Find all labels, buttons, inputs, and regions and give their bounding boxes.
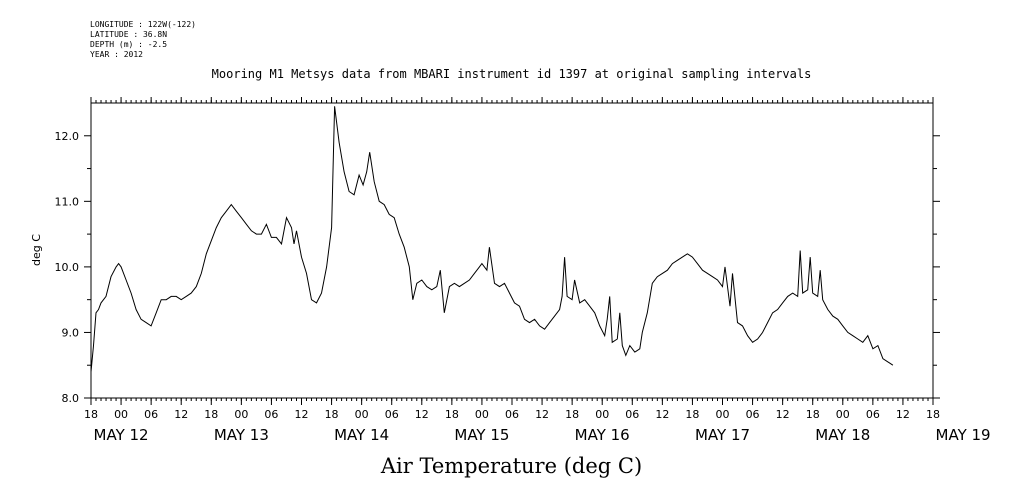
x-tick-label: 12 bbox=[295, 408, 309, 421]
x-tick-label: 06 bbox=[746, 408, 760, 421]
x-tick-label: 18 bbox=[685, 408, 699, 421]
date-label: MAY 19 bbox=[936, 426, 991, 444]
x-tick-label: 00 bbox=[595, 408, 609, 421]
x-tick-label: 18 bbox=[806, 408, 820, 421]
x-tick-label: 06 bbox=[625, 408, 639, 421]
x-tick-label: 00 bbox=[836, 408, 850, 421]
y-tick-label: 8.0 bbox=[62, 392, 80, 405]
longitude-label: LONGITUDE : 122W(-122) bbox=[90, 20, 196, 29]
y-tick-label: 12.0 bbox=[55, 130, 80, 143]
x-tick-label: 06 bbox=[866, 408, 880, 421]
date-label: MAY 17 bbox=[695, 426, 750, 444]
chart-title: Mooring M1 Metsys data from MBARI instru… bbox=[211, 67, 812, 81]
plot-frame bbox=[90, 102, 934, 399]
x-tick-label: 18 bbox=[445, 408, 459, 421]
y-axis: 8.0 9.0 10.0 11.0 12.0 bbox=[55, 130, 940, 405]
latitude-label: LATITUDE : 36.8N bbox=[90, 30, 168, 39]
date-label: MAY 16 bbox=[575, 426, 630, 444]
x-tick-label: 06 bbox=[144, 408, 158, 421]
x-tick-label: 12 bbox=[535, 408, 549, 421]
year-label: YEAR : 2012 bbox=[90, 50, 143, 59]
date-label: MAY 12 bbox=[94, 426, 149, 444]
date-label: MAY 14 bbox=[334, 426, 389, 444]
x-tick-label: 12 bbox=[415, 408, 429, 421]
depth-label: DEPTH (m) : -2.5 bbox=[90, 40, 168, 49]
y-tick-label: 11.0 bbox=[55, 195, 80, 208]
date-label: MAY 13 bbox=[214, 426, 269, 444]
series-line bbox=[90, 106, 894, 372]
location-metadata: LONGITUDE : 122W(-122) LATITUDE : 36.8N … bbox=[90, 20, 196, 60]
x-tick-label: 06 bbox=[385, 408, 399, 421]
x-tick-label: 00 bbox=[234, 408, 248, 421]
x-tick-label: 18 bbox=[84, 408, 98, 421]
x-tick-label: 06 bbox=[264, 408, 278, 421]
x-tick-label: 12 bbox=[174, 408, 188, 421]
date-label: MAY 18 bbox=[815, 426, 870, 444]
x-tick-label: 18 bbox=[565, 408, 579, 421]
x-tick-label: 18 bbox=[926, 408, 940, 421]
x-axis-label: Air Temperature (deg C) bbox=[380, 454, 643, 478]
x-tick-label: 00 bbox=[475, 408, 489, 421]
y-tick-label: 9.0 bbox=[62, 326, 80, 339]
x-tick-label: 00 bbox=[716, 408, 730, 421]
x-tick-label: 18 bbox=[204, 408, 218, 421]
x-tick-label: 00 bbox=[114, 408, 128, 421]
date-label: MAY 15 bbox=[454, 426, 509, 444]
x-tick-label: 00 bbox=[355, 408, 369, 421]
x-tick-label: 06 bbox=[505, 408, 519, 421]
x-tick-label: 12 bbox=[776, 408, 790, 421]
minor-ticks bbox=[90, 100, 934, 401]
x-tick-label: 18 bbox=[325, 408, 339, 421]
y-tick-label: 10.0 bbox=[55, 261, 80, 274]
y-axis-label: deg C bbox=[30, 234, 43, 266]
x-axis: 18 00 06 12 18 00 06 12 18 00 06 12 18 00 06 12 18 00 06 12… bbox=[84, 97, 991, 444]
x-tick-label: 12 bbox=[655, 408, 669, 421]
x-tick-label: 12 bbox=[896, 408, 910, 421]
